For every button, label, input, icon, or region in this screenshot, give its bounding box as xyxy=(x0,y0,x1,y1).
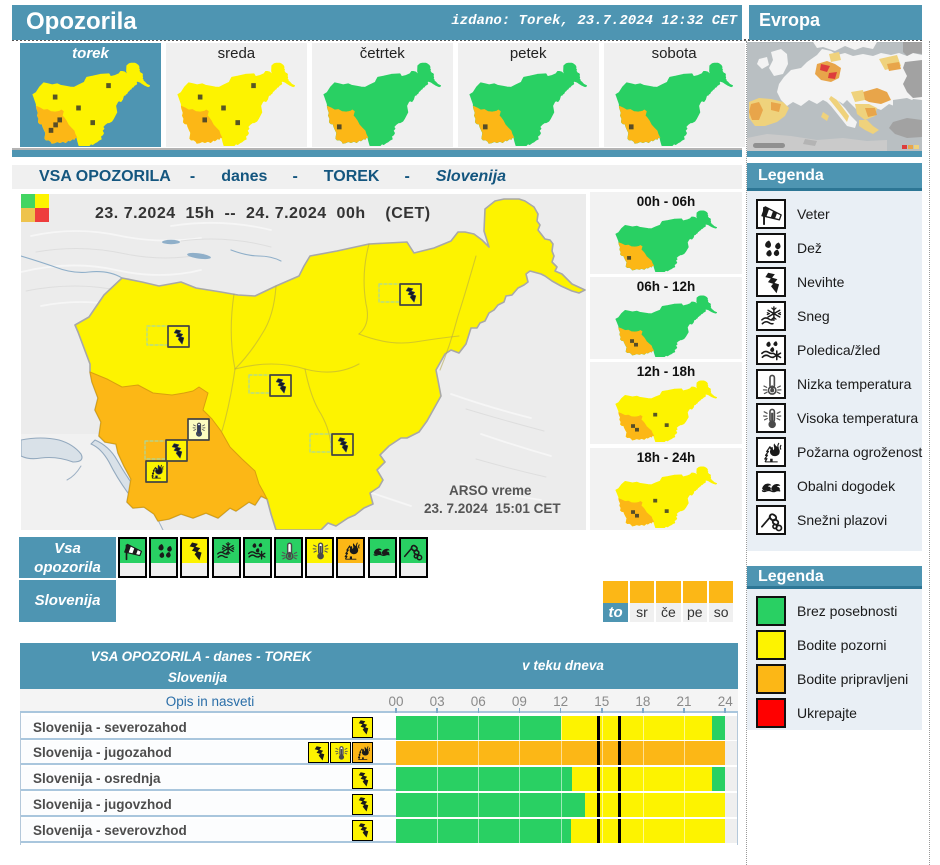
svg-text:ARSO vreme: ARSO vreme xyxy=(449,483,532,498)
svg-text:23. 7.2024 15:01 CET: 23. 7.2024 15:01 CET xyxy=(424,501,561,516)
svg-text:23. 7.2024 15h -- 24. 7.202: 23. 7.2024 15h -- 24. 7.2024 00h (CET) xyxy=(95,205,431,222)
